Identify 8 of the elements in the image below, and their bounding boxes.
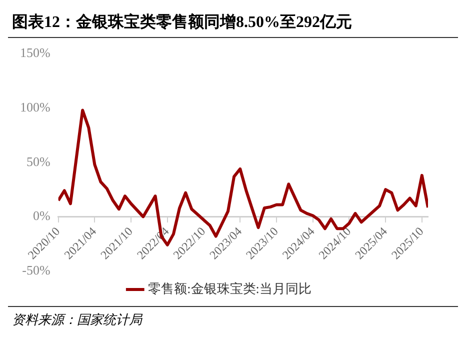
text: 资料来源：国家统计局 xyxy=(8,306,458,329)
y-tick-label: 50% xyxy=(26,154,50,169)
y-tick-label: 100% xyxy=(20,100,50,115)
legend-label: 零售额:金银珠宝类:当月同比 xyxy=(148,280,312,296)
y-tick-label: -50% xyxy=(22,262,50,278)
y-tick-label: 0% xyxy=(32,208,50,224)
y-tick-label: 150% xyxy=(20,45,50,60)
chart-title: 图表12：金银珠宝类零售额同增8.50%至292亿元 xyxy=(8,0,458,38)
